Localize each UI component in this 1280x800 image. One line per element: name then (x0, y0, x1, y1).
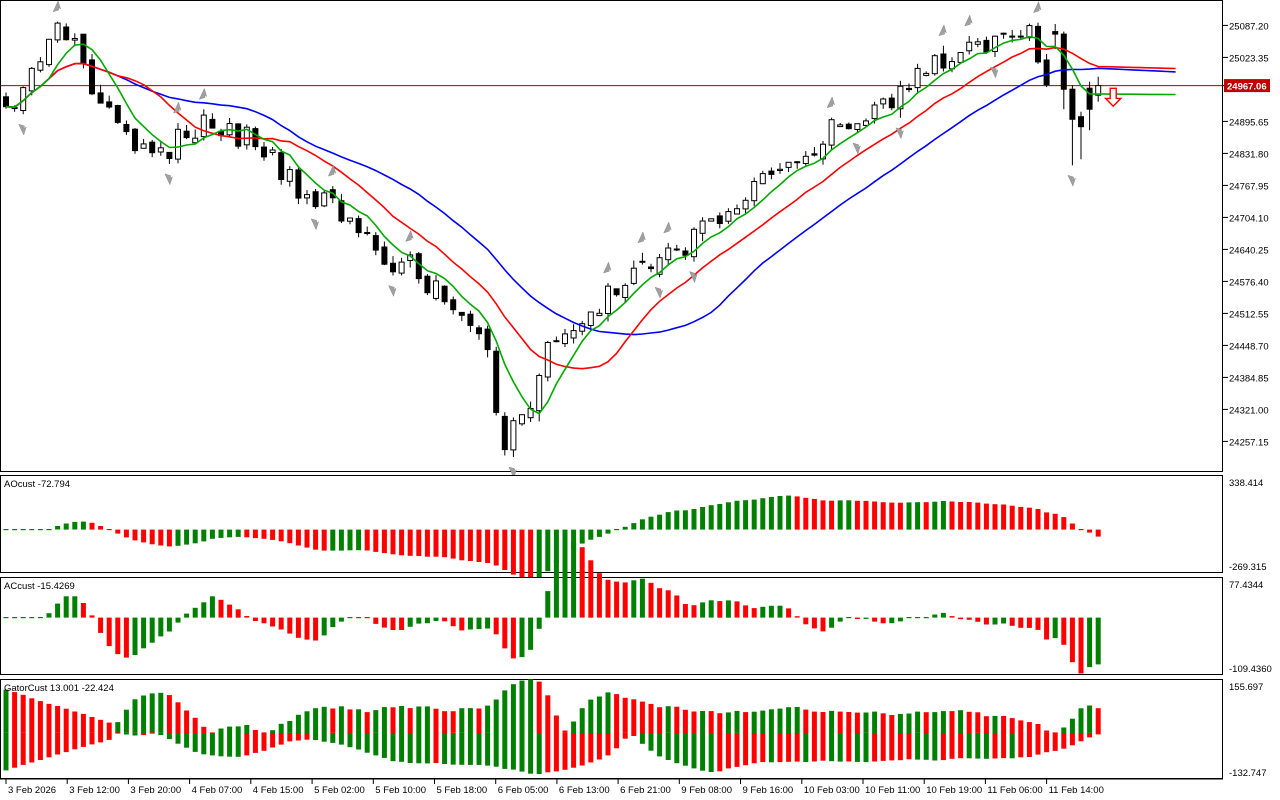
svg-text:ACcust -15.4269: ACcust -15.4269 (4, 581, 75, 592)
svg-text:25023.35: 25023.35 (1229, 53, 1269, 64)
svg-text:24257.15: 24257.15 (1229, 437, 1269, 448)
svg-text:24448.70: 24448.70 (1229, 341, 1269, 352)
svg-text:24576.40: 24576.40 (1229, 277, 1269, 288)
svg-text:-269.315: -269.315 (1229, 562, 1267, 573)
svg-text:24321.00: 24321.00 (1229, 405, 1269, 416)
svg-text:155.697: 155.697 (1229, 682, 1263, 693)
svg-text:24640.25: 24640.25 (1229, 245, 1269, 256)
svg-text:6 Feb 05:00: 6 Feb 05:00 (498, 785, 549, 796)
svg-text:24384.85: 24384.85 (1229, 373, 1269, 384)
svg-text:-132.747: -132.747 (1229, 768, 1267, 779)
svg-text:6 Feb 13:00: 6 Feb 13:00 (559, 785, 610, 796)
svg-text:24767.95: 24767.95 (1229, 181, 1269, 192)
svg-text:9 Feb 16:00: 9 Feb 16:00 (743, 785, 794, 796)
svg-text:24512.55: 24512.55 (1229, 309, 1269, 320)
svg-text:3 Feb 12:00: 3 Feb 12:00 (69, 785, 120, 796)
svg-text:11 Feb 14:00: 11 Feb 14:00 (1049, 785, 1104, 796)
svg-text:77.4344: 77.4344 (1229, 580, 1263, 591)
svg-text:4 Feb 15:00: 4 Feb 15:00 (253, 785, 304, 796)
svg-text:24704.10: 24704.10 (1229, 213, 1269, 224)
svg-text:3 Feb 20:00: 3 Feb 20:00 (130, 785, 181, 796)
svg-text:10 Feb 19:00: 10 Feb 19:00 (926, 785, 982, 796)
svg-text:338.414: 338.414 (1229, 478, 1263, 489)
svg-text:6 Feb 21:00: 6 Feb 21:00 (620, 785, 671, 796)
svg-text:3 Feb 2026: 3 Feb 2026 (8, 785, 56, 796)
svg-text:GatorCust 13.001 -22.424: GatorCust 13.001 -22.424 (4, 683, 114, 694)
svg-text:24967.06: 24967.06 (1227, 82, 1267, 93)
svg-text:AOcust -72.794: AOcust -72.794 (4, 479, 70, 490)
svg-text:24831.80: 24831.80 (1229, 149, 1269, 160)
svg-text:5 Feb 18:00: 5 Feb 18:00 (437, 785, 488, 796)
svg-text:11 Feb 06:00: 11 Feb 06:00 (987, 785, 1042, 796)
svg-text:-109.4360: -109.4360 (1229, 664, 1272, 675)
svg-text:5 Feb 02:00: 5 Feb 02:00 (314, 785, 365, 796)
svg-text:10 Feb 11:00: 10 Feb 11:00 (865, 785, 920, 796)
svg-text:24895.65: 24895.65 (1229, 117, 1269, 128)
svg-text:10 Feb 03:00: 10 Feb 03:00 (804, 785, 860, 796)
svg-text:4 Feb 07:00: 4 Feb 07:00 (192, 785, 243, 796)
svg-text:5 Feb 10:00: 5 Feb 10:00 (375, 785, 426, 796)
svg-text:25087.20: 25087.20 (1229, 21, 1269, 32)
svg-text:9 Feb 08:00: 9 Feb 08:00 (681, 785, 732, 796)
